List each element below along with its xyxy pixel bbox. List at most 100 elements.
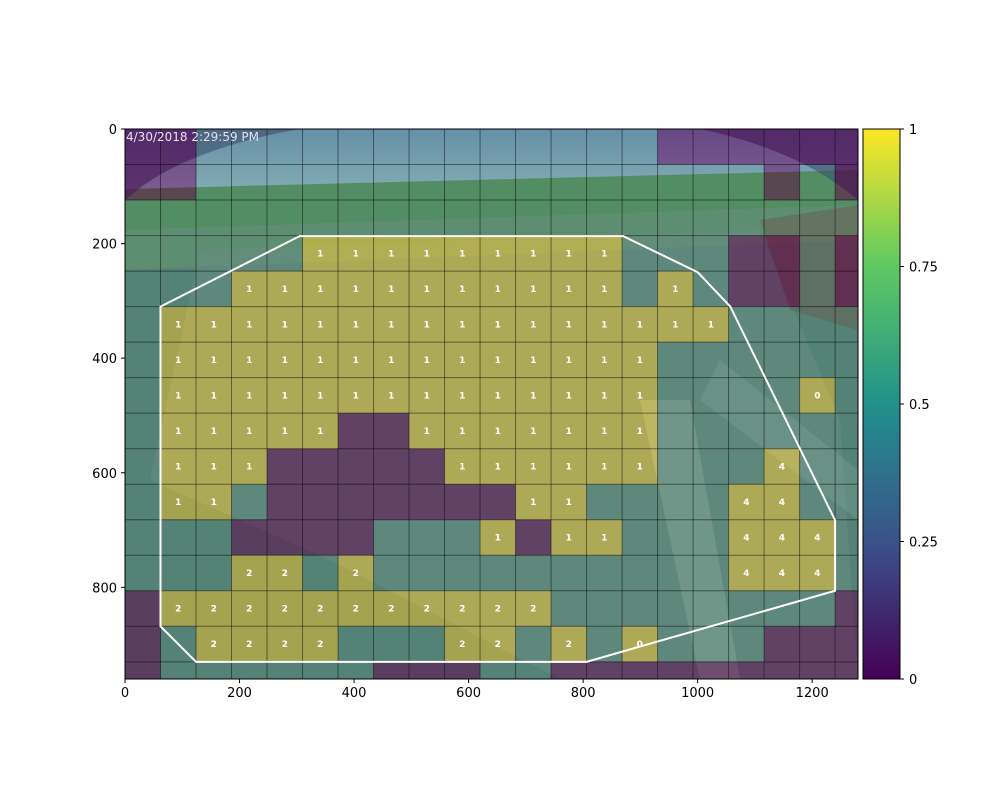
heatmap-cell-high [231,342,268,378]
cell-count-label: 1 [246,427,252,437]
heatmap-cell [657,590,694,627]
heatmap-cell [160,200,197,236]
heatmap-cell-low [764,271,800,307]
heatmap-cell [657,448,694,485]
cell-count-label: 2 [211,605,217,615]
heatmap-cell [551,555,587,591]
heatmap-cell [125,271,161,307]
heatmap-cell [551,590,587,627]
heatmap-cell [728,413,765,449]
cell-count-label: 1 [459,285,465,295]
heatmap-cell [551,164,587,201]
heatmap-cell-low [373,484,410,520]
colorbar-gradient [862,128,901,680]
heatmap-cell-high [586,271,623,307]
cell-count-label: 2 [353,569,359,579]
heatmap-cell-low [409,484,445,520]
cell-count-label: 1 [672,320,678,330]
cell-count-label: 4 [743,533,749,543]
cell-count-label: 1 [246,320,252,330]
cell-count-label: 1 [282,391,288,401]
heatmap-cell-low [586,661,623,679]
heatmap-cell [551,200,587,236]
heatmap-cell [657,200,694,236]
heatmap-cell-high [267,555,303,591]
heatmap-cell-high [302,377,339,414]
heatmap-cell [799,164,836,201]
heatmap-cell [267,200,303,236]
heatmap-cell-high [799,555,836,591]
heatmap-cell-high [515,271,552,307]
heatmap-cell-low [835,590,858,627]
heatmap-cell-high [196,413,232,449]
cell-count-label: 1 [317,249,323,259]
heatmap-cell-high [622,306,658,343]
heatmap-cell [444,519,481,556]
cell-count-label: 1 [530,249,536,259]
heatmap-cell-high [764,519,800,556]
heatmap-cell [125,377,161,414]
heatmap-cell-high [444,413,481,449]
plot-area: 1 1 1 1 1 1 1 1 1 1 1 1 1 1 1 1 1 1 1 1 1 1 1 1 1 1 1 1 1 1 1 1 1 1 1 1 1 1 1 1… [125,129,858,679]
heatmap-cell [657,555,694,591]
heatmap-cell-high [586,306,623,343]
heatmap-cell-high [693,306,729,343]
heatmap-cell [693,555,729,591]
cell-count-label: 4 [779,569,785,579]
heatmap-cell-low [693,661,729,679]
cell-count-labels: 1 1 1 1 1 1 1 1 1 1 1 1 1 1 1 1 1 1 1 1 1 1 1 1 1 1 1 1 1 1 1 1 1 1 1 1 1 1 1 1… [175,249,820,650]
heatmap-cell [799,200,836,236]
heatmap-cell [586,164,623,201]
heatmap-cell [657,164,694,201]
heatmap-cell-high [231,306,268,343]
x-tick-label: 600 [456,686,481,701]
heatmap-cell [267,164,303,201]
heatmap-cell-low [444,484,481,520]
heatmap-cell-high [231,271,268,307]
heatmap-cell [373,200,410,236]
heatmap-cell-low [373,413,410,449]
heatmap-cell [196,555,232,591]
heatmap-cell-high [231,626,268,662]
heatmap-cell [515,129,552,165]
heatmap-cell-high [231,377,268,414]
heatmap-cell-high [586,448,623,485]
heatmap-cell [657,519,694,556]
cell-count-label: 1 [246,356,252,366]
heatmap-cell-high [728,555,765,591]
cell-count-label: 1 [388,249,394,259]
heatmap-cell-high [622,377,658,414]
cell-count-label: 1 [424,285,430,295]
cell-count-label: 1 [353,285,359,295]
y-tick-label: 800 [92,581,117,596]
heatmap-cell [622,271,658,307]
x-axis: 0 200 400 600 800 1000 1200 [121,679,829,701]
heatmap-cell-low [728,271,765,307]
heatmap-cell-high [302,626,339,662]
cell-count-label: 1 [495,320,501,330]
cell-count-label: 1 [282,320,288,330]
cell-count-label: 1 [495,356,501,366]
cell-count-label: 1 [211,462,217,472]
heatmap-cell-high [764,448,800,485]
heatmap-cell-high [551,377,587,414]
heatmap-cell-low [338,484,374,520]
heatmap-cell-high [480,626,516,662]
heatmap-cell-high [551,342,587,378]
timestamp-overlay: 4/30/2018 2:29:59 PM [126,130,259,144]
heatmap-cell [231,200,268,236]
cell-count-label: 1 [530,391,536,401]
cell-count-label: 1 [530,356,536,366]
heatmap-cell [728,448,765,485]
cell-count-label: 1 [388,356,394,366]
y-axis: 0 200 400 600 800 [92,123,125,596]
heatmap-cell-high [515,377,552,414]
heatmap-cell-high [799,519,836,556]
heatmap-cell-high [444,235,481,272]
heatmap-cell-low [799,129,836,165]
heatmap-cell-high [267,306,303,343]
heatmap-cell [125,484,161,520]
heatmap-cell-high [373,235,410,272]
heatmap-cell [799,235,836,272]
heatmap-cell [693,342,729,378]
